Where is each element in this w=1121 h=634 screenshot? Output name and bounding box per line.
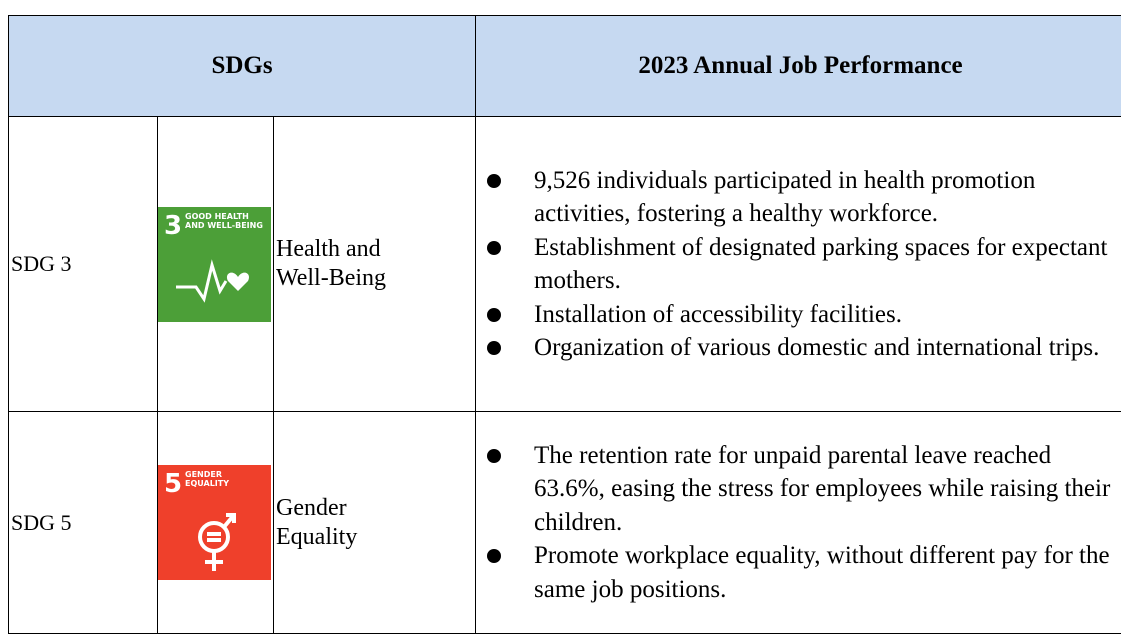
bullet-item: The retention rate for unpaid parental l… [476,439,1121,540]
header-cell: SDGs [9,16,476,117]
performance-cell: The retention rate for unpaid parental l… [476,412,1121,634]
performance-cell: 9,526 individuals participated in health… [476,117,1121,412]
name-cell: Gender Equality [274,412,476,634]
icon-number: 5 [164,469,182,499]
header-row: SDGs 2023 Annual Job Performance [9,16,1121,117]
bullet-list: 9,526 individuals participated in health… [476,164,1121,365]
bullet-item: Establishment of designated parking spac… [476,231,1121,298]
header-cell: 2023 Annual Job Performance [476,16,1121,117]
bullet-item: Promote workplace equality, without diff… [476,539,1121,606]
name-cell: Health and Well-Being [274,117,476,412]
sdg-cell: SDG 3 [9,117,158,412]
sdg-cell: SDG 5 [9,412,158,634]
icon-label: AND WELL-BEING [185,221,263,230]
sdg-name: Health and Well-Being [276,235,416,293]
bullet-item: 9,526 individuals participated in health… [476,164,1121,231]
icon-label: GOOD HEALTH [185,212,249,221]
bullet-list: The retention rate for unpaid parental l… [476,439,1121,607]
icon-number: 3 [164,211,182,241]
bullet-item: Installation of accessibility facilities… [476,298,1121,332]
icon-label: GENDER [185,470,222,479]
icon-label: EQUALITY [185,479,229,488]
sdg-name: Gender Equality [276,494,416,552]
bullet-item: Organization of various domestic and int… [476,331,1121,365]
